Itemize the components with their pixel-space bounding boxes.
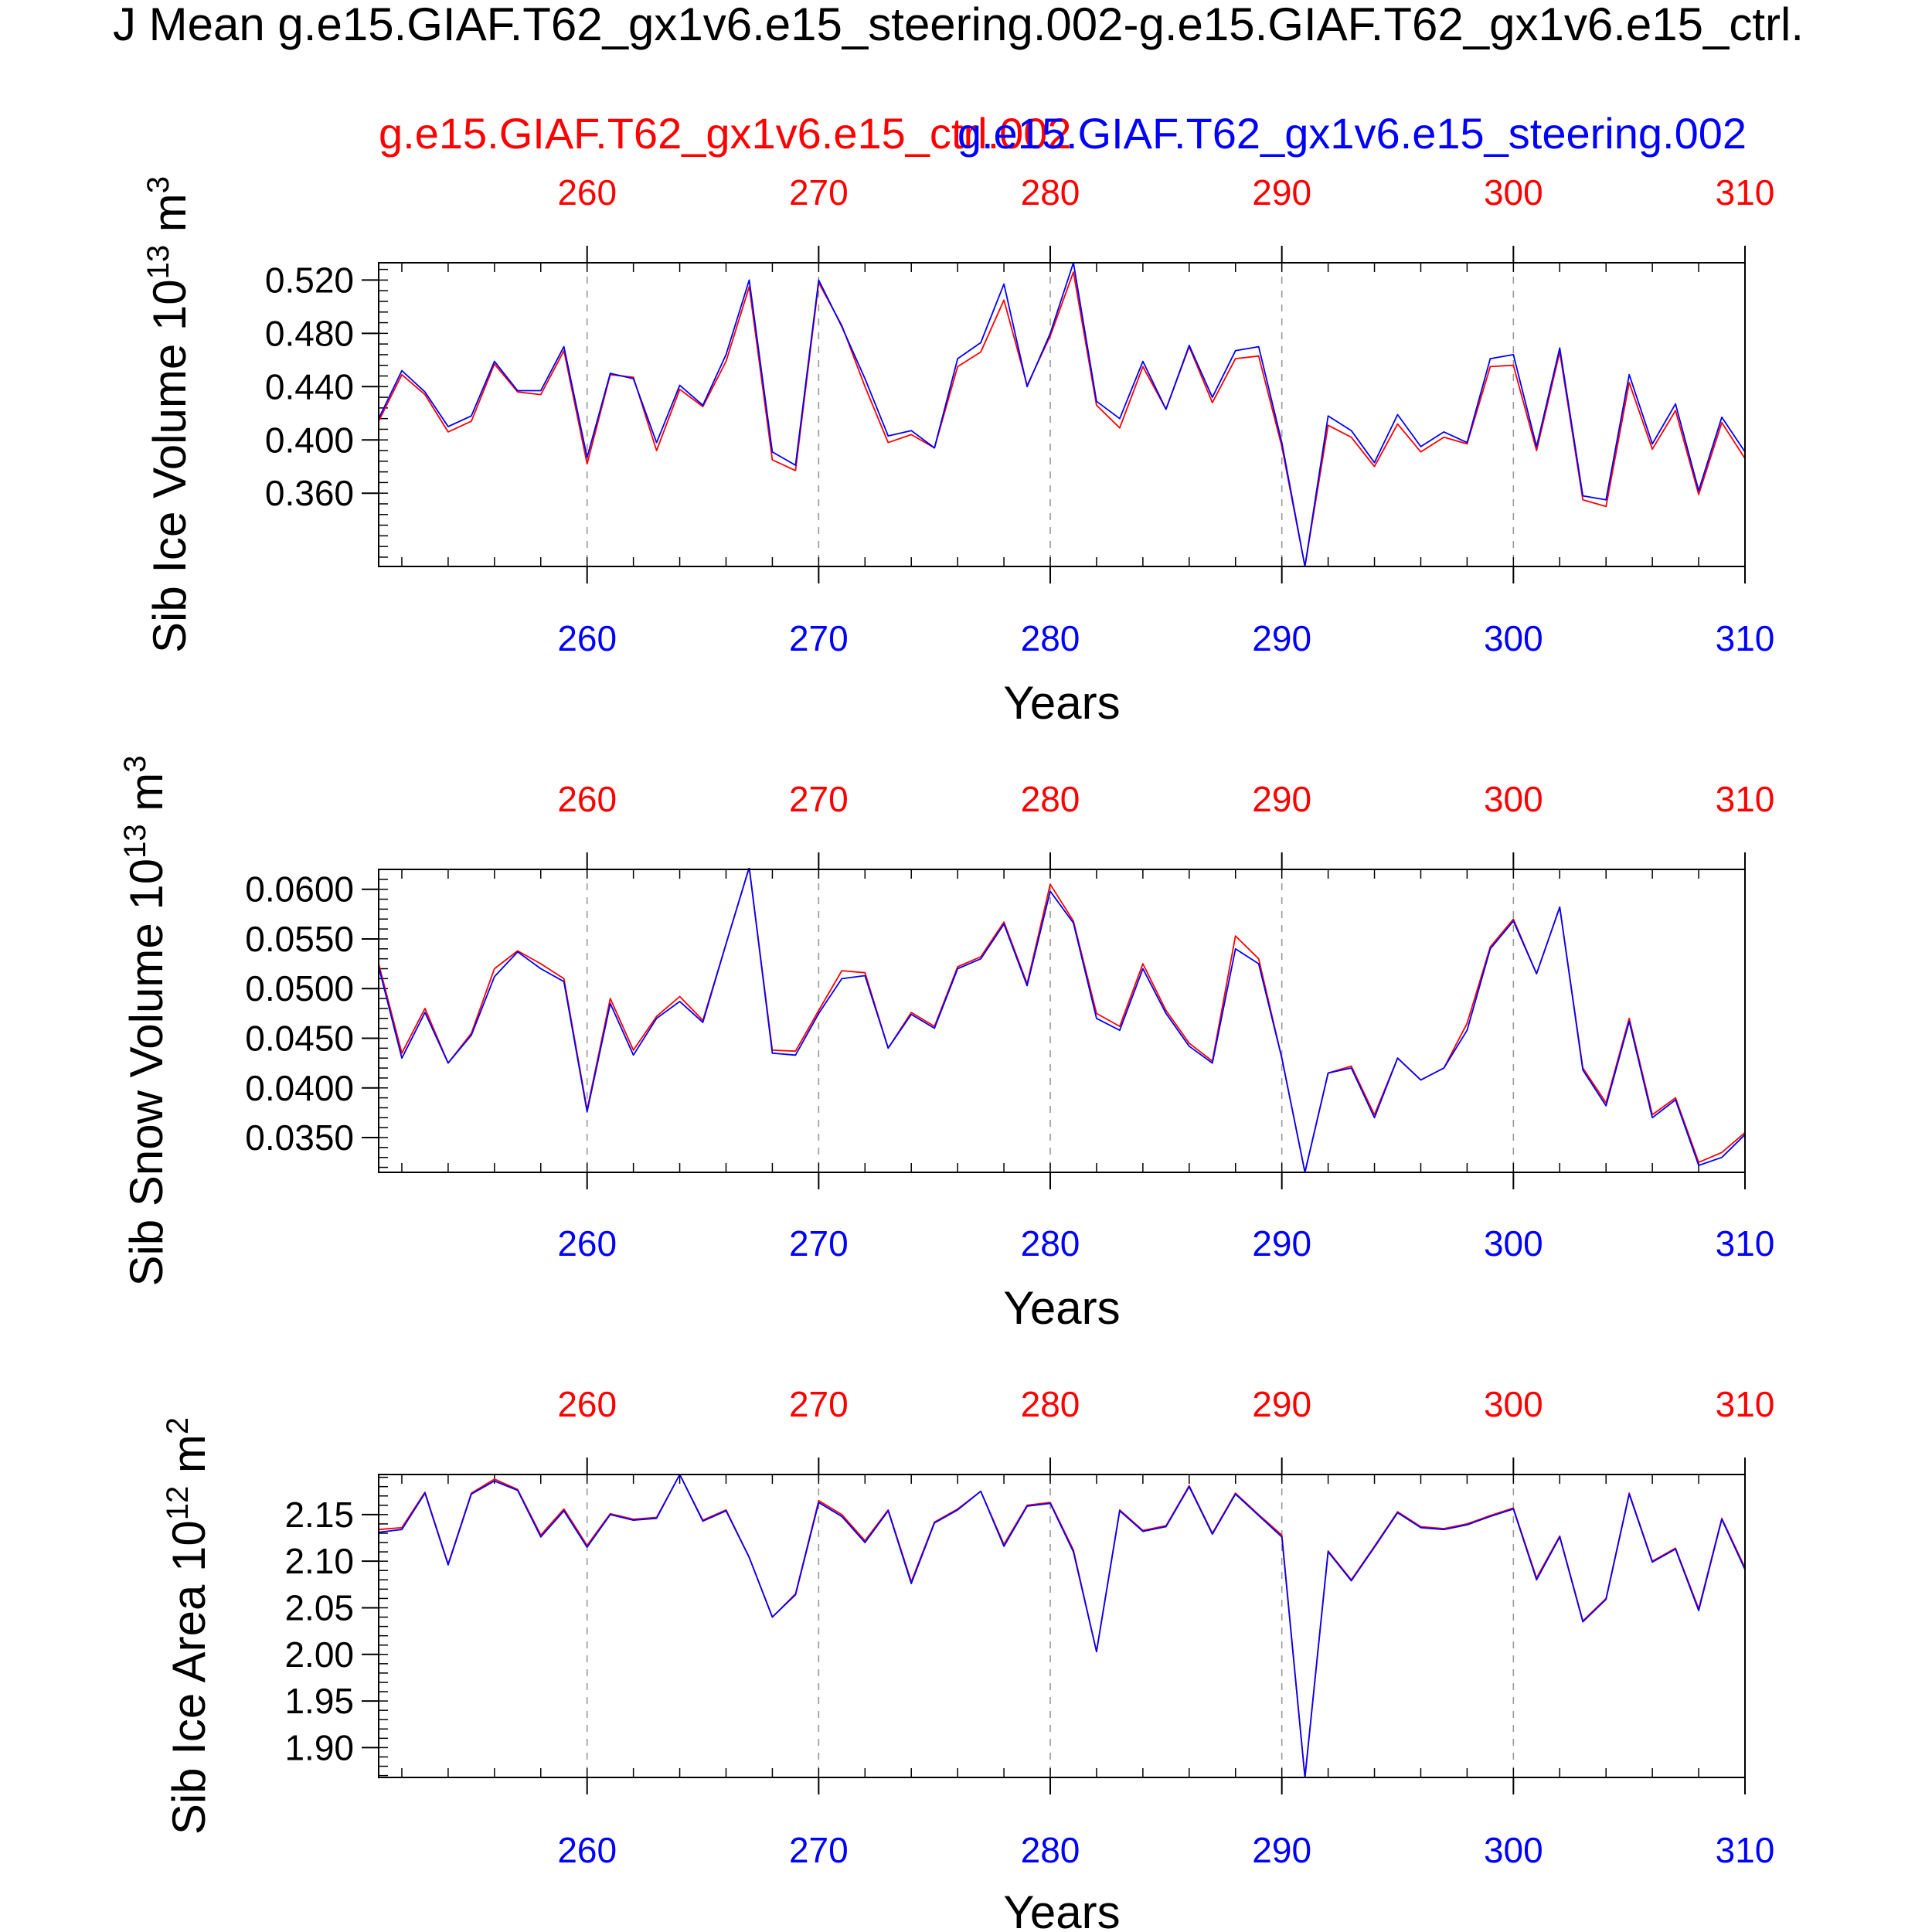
x-tick-label-bottom: 260 (557, 618, 617, 658)
x-tick-label-bottom: 260 (557, 1830, 617, 1870)
y-axis-label-unit: m (163, 1434, 215, 1486)
y-tick-label: 0.0550 (245, 919, 354, 959)
y-axis-label-unit: m (144, 193, 196, 245)
y-tick-label: 0.0350 (245, 1117, 354, 1158)
x-tick-label-bottom: 280 (1021, 1830, 1080, 1870)
legend-steering-label: g.e15.GIAF.T62_gx1v6.e15_steering.002 (957, 109, 1747, 158)
y-axis-label-unit: m (121, 773, 172, 825)
x-tick-label-top: 290 (1252, 172, 1311, 213)
x-tick-label-bottom: 300 (1484, 1223, 1543, 1264)
y-axis-label-unit-exponent: 2 (161, 1417, 195, 1434)
series-line-steering (379, 1474, 1745, 1778)
x-tick-label-bottom: 310 (1716, 618, 1775, 658)
x-axis-label: Years (1003, 677, 1120, 729)
x-tick-label-top: 270 (789, 172, 849, 213)
y-axis-label: Sib Ice Volume 1013 m3 (141, 176, 196, 653)
y-tick-label: 0.360 (265, 473, 354, 513)
plot-frame (378, 869, 1746, 1173)
y-tick-label: 2.10 (284, 1541, 354, 1581)
x-tick-label-top: 270 (789, 1384, 849, 1424)
series-line-steering (379, 868, 1745, 1173)
x-tick-label-top: 260 (557, 1384, 617, 1424)
x-tick-label-bottom: 280 (1021, 1223, 1080, 1264)
y-axis-label-exponent: 12 (161, 1486, 195, 1521)
x-tick-label-bottom: 270 (789, 1223, 849, 1264)
y-tick-label: 0.0500 (245, 968, 354, 1009)
y-axis-label: Sib Ice Area 1012 m2 (161, 1417, 215, 1835)
x-tick-label-top: 270 (789, 779, 849, 819)
x-tick-label-bottom: 280 (1021, 618, 1080, 658)
x-tick-label-top: 310 (1716, 1384, 1775, 1424)
x-tick-label-bottom: 270 (789, 1830, 849, 1870)
plot-frame (378, 262, 1746, 567)
y-tick-label: 0.0450 (245, 1018, 354, 1058)
y-tick-label: 1.95 (284, 1681, 354, 1721)
x-axis-label: Years (1003, 1886, 1120, 1932)
y-tick-label: 0.400 (265, 420, 354, 460)
x-tick-label-top: 300 (1484, 779, 1543, 819)
x-tick-label-bottom: 300 (1484, 618, 1543, 658)
y-axis-label-text: Sib Ice Area 10 (163, 1520, 215, 1835)
x-tick-label-bottom: 270 (789, 618, 849, 658)
x-tick-label-top: 310 (1716, 779, 1775, 819)
y-axis-label-text: Sib Snow Volume 10 (121, 859, 172, 1287)
x-tick-label-top: 300 (1484, 172, 1543, 213)
y-axis-label-exponent: 13 (118, 824, 152, 859)
y-axis-label-text: Sib Ice Volume 10 (144, 279, 196, 653)
x-tick-label-bottom: 290 (1252, 1830, 1311, 1870)
x-tick-label-bottom: 310 (1716, 1223, 1775, 1264)
x-tick-label-top: 280 (1021, 1384, 1080, 1424)
y-axis-label-exponent: 13 (141, 245, 175, 280)
series-line-steering (379, 262, 1745, 567)
y-tick-label: 2.15 (284, 1495, 354, 1535)
panels-group: 0.520 0.480 0.440 0.400 0.360 260 260 270 270 280… (118, 172, 1774, 1932)
x-tick-label-top: 310 (1716, 172, 1775, 213)
series-line-ctrl (379, 271, 1745, 567)
chart-panel-1: 0.520 0.480 0.440 0.400 0.360 260 260 270 270 280… (141, 172, 1774, 729)
x-tick-label-top: 280 (1021, 779, 1080, 819)
y-tick-label: 0.480 (265, 313, 354, 353)
y-tick-label: 0.440 (265, 366, 354, 406)
chart-panel-2: 0.0600 0.0550 0.0500 0.0450 0.0400 0.0350 260 2… (118, 755, 1774, 1334)
plot-frame (378, 1474, 1746, 1778)
x-tick-label-top: 260 (557, 172, 617, 213)
x-tick-label-top: 260 (557, 779, 617, 819)
y-tick-label: 0.520 (265, 260, 354, 300)
y-axis-label: Sib Snow Volume 1013 m3 (118, 755, 172, 1286)
x-axis-label: Years (1003, 1282, 1120, 1334)
y-tick-label: 0.0600 (245, 869, 354, 910)
y-axis-label-unit-exponent: 3 (118, 755, 152, 772)
x-tick-label-bottom: 310 (1716, 1830, 1775, 1870)
x-tick-label-top: 280 (1021, 172, 1080, 213)
series-line-ctrl (379, 868, 1745, 1173)
y-tick-label: 2.05 (284, 1587, 354, 1628)
x-tick-label-top: 300 (1484, 1384, 1543, 1424)
chart-panel-3: 2.15 2.10 2.05 2.00 1.95 1.90 260 260 270 270 280 2… (161, 1384, 1774, 1932)
figure-title: J Mean g.e15.GIAF.T62_gx1v6.e15_steering… (113, 0, 1804, 50)
series-line-ctrl (379, 1474, 1745, 1778)
x-tick-label-bottom: 260 (557, 1223, 617, 1264)
x-tick-label-bottom: 290 (1252, 618, 1311, 658)
x-tick-label-bottom: 290 (1252, 1223, 1311, 1264)
y-tick-label: 2.00 (284, 1634, 354, 1675)
y-tick-label: 0.0400 (245, 1068, 354, 1108)
y-axis-label-unit-exponent: 3 (141, 176, 175, 193)
x-tick-label-top: 290 (1252, 1384, 1311, 1424)
y-tick-label: 1.90 (284, 1727, 354, 1767)
legend-ctrl-label: g.e15.GIAF.T62_gx1v6.e15_ctrl.002 (379, 109, 1072, 158)
x-tick-label-bottom: 300 (1484, 1830, 1543, 1870)
x-tick-label-top: 290 (1252, 779, 1311, 819)
